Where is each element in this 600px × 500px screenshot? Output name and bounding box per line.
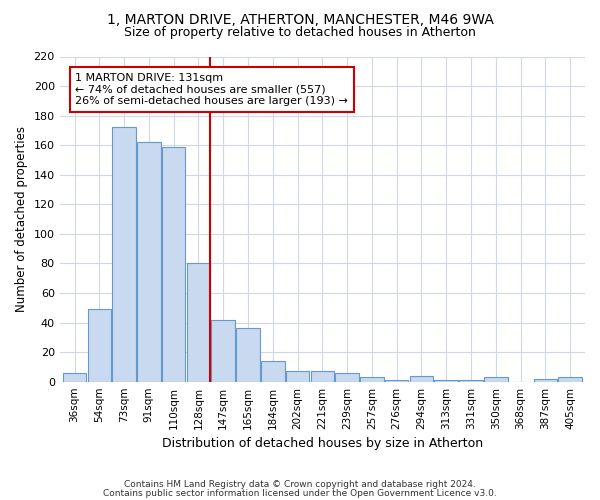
Bar [360, 377, 383, 382]
Bar [137, 142, 161, 382]
Text: Contains HM Land Registry data © Crown copyright and database right 2024.: Contains HM Land Registry data © Crown c… [124, 480, 476, 489]
Bar [484, 377, 508, 382]
Bar [286, 372, 310, 382]
Bar [236, 328, 260, 382]
Bar [335, 373, 359, 382]
Bar [162, 146, 185, 382]
Bar [112, 128, 136, 382]
Bar [311, 372, 334, 382]
Bar [410, 376, 433, 382]
Bar [211, 320, 235, 382]
Bar [434, 380, 458, 382]
Bar [533, 378, 557, 382]
X-axis label: Distribution of detached houses by size in Atherton: Distribution of detached houses by size … [162, 437, 483, 450]
Bar [187, 264, 210, 382]
Bar [88, 310, 111, 382]
Text: 1 MARTON DRIVE: 131sqm
← 74% of detached houses are smaller (557)
26% of semi-de: 1 MARTON DRIVE: 131sqm ← 74% of detached… [76, 73, 349, 106]
Bar [63, 373, 86, 382]
Bar [385, 380, 409, 382]
Text: 1, MARTON DRIVE, ATHERTON, MANCHESTER, M46 9WA: 1, MARTON DRIVE, ATHERTON, MANCHESTER, M… [107, 12, 493, 26]
Text: Contains public sector information licensed under the Open Government Licence v3: Contains public sector information licen… [103, 489, 497, 498]
Y-axis label: Number of detached properties: Number of detached properties [15, 126, 28, 312]
Bar [261, 361, 284, 382]
Bar [559, 377, 582, 382]
Bar [459, 380, 483, 382]
Text: Size of property relative to detached houses in Atherton: Size of property relative to detached ho… [124, 26, 476, 39]
